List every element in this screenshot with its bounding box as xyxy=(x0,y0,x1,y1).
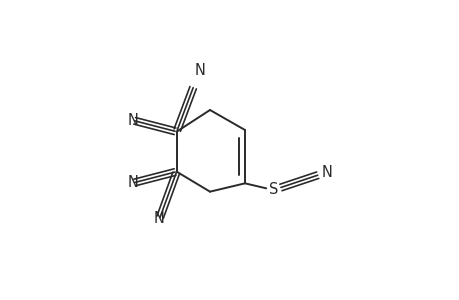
Text: N: N xyxy=(321,164,332,179)
Text: S: S xyxy=(268,182,277,197)
Text: N: N xyxy=(127,113,138,128)
Text: N: N xyxy=(194,63,205,78)
Text: N: N xyxy=(154,211,165,226)
Text: N: N xyxy=(127,176,138,190)
